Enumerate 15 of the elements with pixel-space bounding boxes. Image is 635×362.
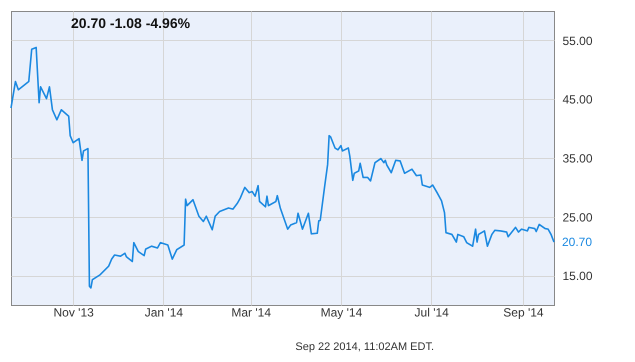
x-tick-label: Nov '13: [53, 306, 94, 320]
y-tick-label: 35.00: [562, 152, 593, 166]
y-tick-label: 15.00: [562, 269, 593, 284]
y-tick-label: 55.00: [562, 34, 593, 48]
x-tick-label: Jul '14: [414, 306, 450, 320]
x-tick-label: Mar '14: [231, 306, 272, 320]
text: Sep 22 2014, 11:02AM EDT.: [295, 341, 434, 353]
chart-title: 20.70 -1.08 -4.96%: [71, 15, 191, 31]
y-tick-label: 45.00: [562, 92, 593, 107]
x-tick-label: May '14: [320, 306, 363, 320]
x-tick-label: Sep '14: [503, 306, 544, 320]
x-tick-label: Jan '14: [144, 306, 184, 320]
annotation: 20.70: [562, 235, 592, 250]
y-tick-label: 25.00: [562, 210, 593, 224]
line-series: [10, 46, 555, 289]
